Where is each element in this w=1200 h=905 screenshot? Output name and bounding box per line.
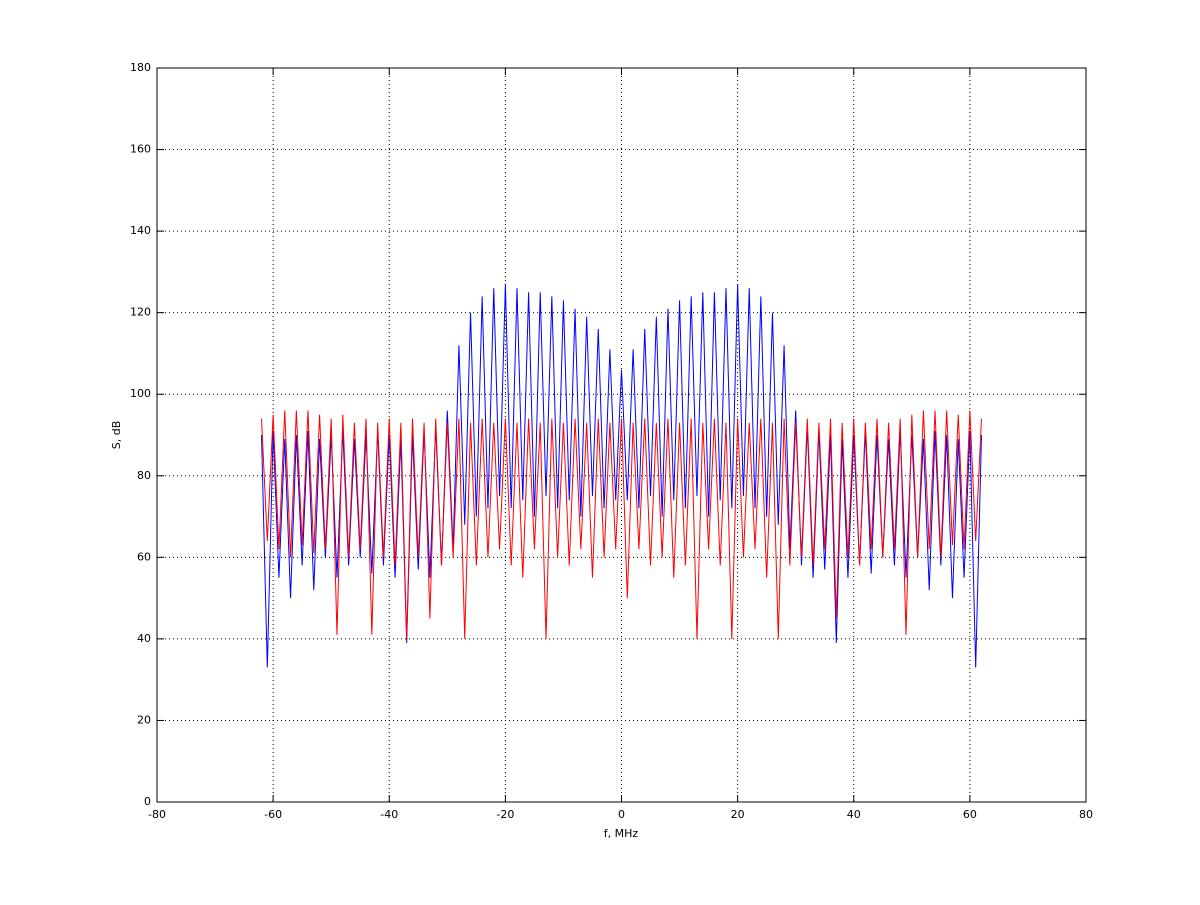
y-tick-label: 160: [130, 143, 151, 156]
y-tick-label: 180: [130, 61, 151, 74]
x-tick-label: -40: [380, 808, 398, 821]
x-tick-label: 0: [618, 808, 625, 821]
y-tick-label: 120: [130, 306, 151, 319]
y-tick-label: 140: [130, 224, 151, 237]
x-tick-label: 60: [963, 808, 977, 821]
x-tick-label: 80: [1079, 808, 1093, 821]
series-line: [261, 410, 982, 639]
y-tick-label: 80: [137, 469, 151, 482]
plot-area: [261, 284, 982, 668]
x-tick-label: -60: [264, 808, 282, 821]
x-tick-label: -20: [496, 808, 514, 821]
y-tick-label: 60: [137, 550, 151, 563]
y-tick-label: 20: [137, 713, 151, 726]
y-tick-label: 100: [130, 387, 151, 400]
x-tick-label: -80: [148, 808, 166, 821]
y-tick-label: 0: [144, 795, 151, 808]
y-axis-label: S, dB: [110, 421, 123, 450]
x-axis-label: f, MHz: [604, 827, 639, 840]
x-tick-label: 40: [847, 808, 861, 821]
y-tick-label: 40: [137, 632, 151, 645]
x-tick-label: 20: [731, 808, 745, 821]
